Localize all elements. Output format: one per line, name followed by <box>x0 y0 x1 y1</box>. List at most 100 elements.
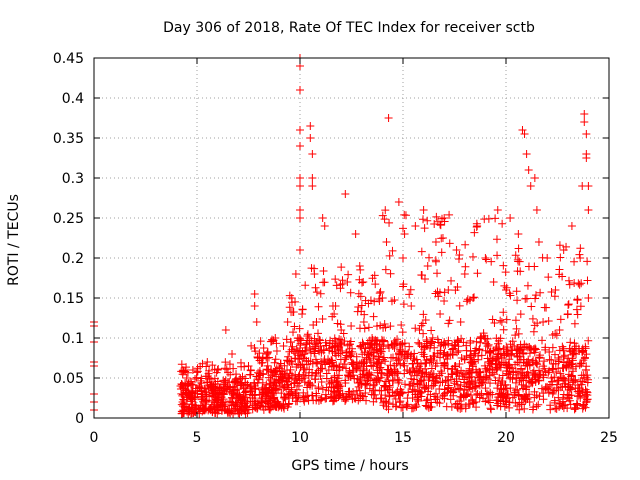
data-point <box>544 273 553 282</box>
data-point <box>536 351 545 360</box>
data-point <box>584 182 593 190</box>
data-point <box>506 340 515 349</box>
data-point <box>252 318 261 326</box>
data-point <box>290 322 299 331</box>
data-point <box>486 347 495 356</box>
data-point <box>426 338 435 347</box>
data-point <box>485 398 494 407</box>
data-point <box>525 376 534 385</box>
data-point <box>380 320 389 329</box>
data-point <box>369 362 378 371</box>
data-point <box>454 346 463 355</box>
data-point <box>522 383 531 392</box>
data-point <box>196 405 205 414</box>
data-point <box>533 372 542 381</box>
data-point <box>303 391 312 400</box>
data-point <box>365 368 374 377</box>
data-point <box>556 315 565 324</box>
plot-frame <box>93 57 610 419</box>
data-point <box>522 294 531 303</box>
data-point <box>384 405 393 414</box>
data-point <box>570 405 579 414</box>
chart-title: Day 306 of 2018, Rate Of TEC Index for r… <box>163 20 535 36</box>
data-point <box>580 118 589 126</box>
data-point <box>493 363 502 372</box>
data-point <box>516 369 525 378</box>
data-point <box>561 362 570 371</box>
data-point <box>301 343 310 352</box>
data-point <box>555 346 564 355</box>
y-tick-label: 0.2 <box>62 251 84 267</box>
data-point <box>431 377 440 386</box>
data-point <box>460 386 469 395</box>
data-point <box>514 244 523 253</box>
data-point <box>311 375 320 384</box>
data-point <box>400 361 409 370</box>
data-point <box>506 214 515 222</box>
data-point <box>434 338 443 347</box>
data-point <box>375 376 384 385</box>
data-point <box>544 368 553 377</box>
data-point <box>266 379 275 388</box>
data-point <box>460 378 469 387</box>
data-point <box>310 270 319 278</box>
data-point <box>558 401 567 410</box>
data-point <box>352 364 361 373</box>
data-point <box>230 389 239 398</box>
data-point <box>276 359 285 368</box>
data-point <box>582 350 591 359</box>
data-point <box>544 317 553 326</box>
data-point <box>381 382 390 391</box>
data-point <box>441 376 450 385</box>
data-point <box>433 393 442 402</box>
data-point <box>530 321 539 330</box>
data-point <box>440 214 449 222</box>
data-point <box>427 382 436 390</box>
data-point <box>437 234 446 243</box>
data-point <box>420 381 429 390</box>
data-point <box>312 368 321 377</box>
data-point <box>316 357 325 366</box>
y-tick-label: 0 <box>75 411 84 427</box>
data-point <box>393 369 402 378</box>
data-point <box>176 382 185 390</box>
data-point <box>528 375 537 384</box>
data-point <box>471 381 480 390</box>
data-point <box>425 253 434 262</box>
data-point <box>296 206 304 214</box>
data-point <box>308 174 317 182</box>
data-point <box>209 390 218 398</box>
data-point <box>468 252 477 261</box>
data-point <box>361 388 370 397</box>
data-point <box>357 359 366 368</box>
data-point <box>257 359 266 368</box>
data-point <box>206 404 215 413</box>
data-point <box>572 305 581 314</box>
data-point <box>246 370 255 379</box>
data-point <box>343 341 352 350</box>
x-tick-label: 0 <box>90 430 99 446</box>
data-point <box>369 312 378 321</box>
data-point <box>183 368 192 377</box>
data-point <box>250 290 259 298</box>
data-point <box>319 278 328 287</box>
data-point <box>277 389 286 398</box>
data-point <box>296 214 304 222</box>
data-point <box>437 367 446 376</box>
data-point <box>421 315 430 324</box>
data-point <box>296 126 304 134</box>
data-point <box>356 265 365 274</box>
data-point <box>481 254 490 262</box>
data-point <box>580 353 589 362</box>
data-point <box>263 348 272 357</box>
data-point <box>199 394 208 402</box>
data-point <box>341 378 350 387</box>
data-point <box>380 337 388 346</box>
data-point <box>482 255 491 264</box>
data-point <box>442 402 451 411</box>
data-point <box>272 346 281 355</box>
data-point <box>330 389 339 398</box>
data-point <box>417 376 426 385</box>
data-point <box>510 342 519 350</box>
data-point <box>394 356 403 365</box>
